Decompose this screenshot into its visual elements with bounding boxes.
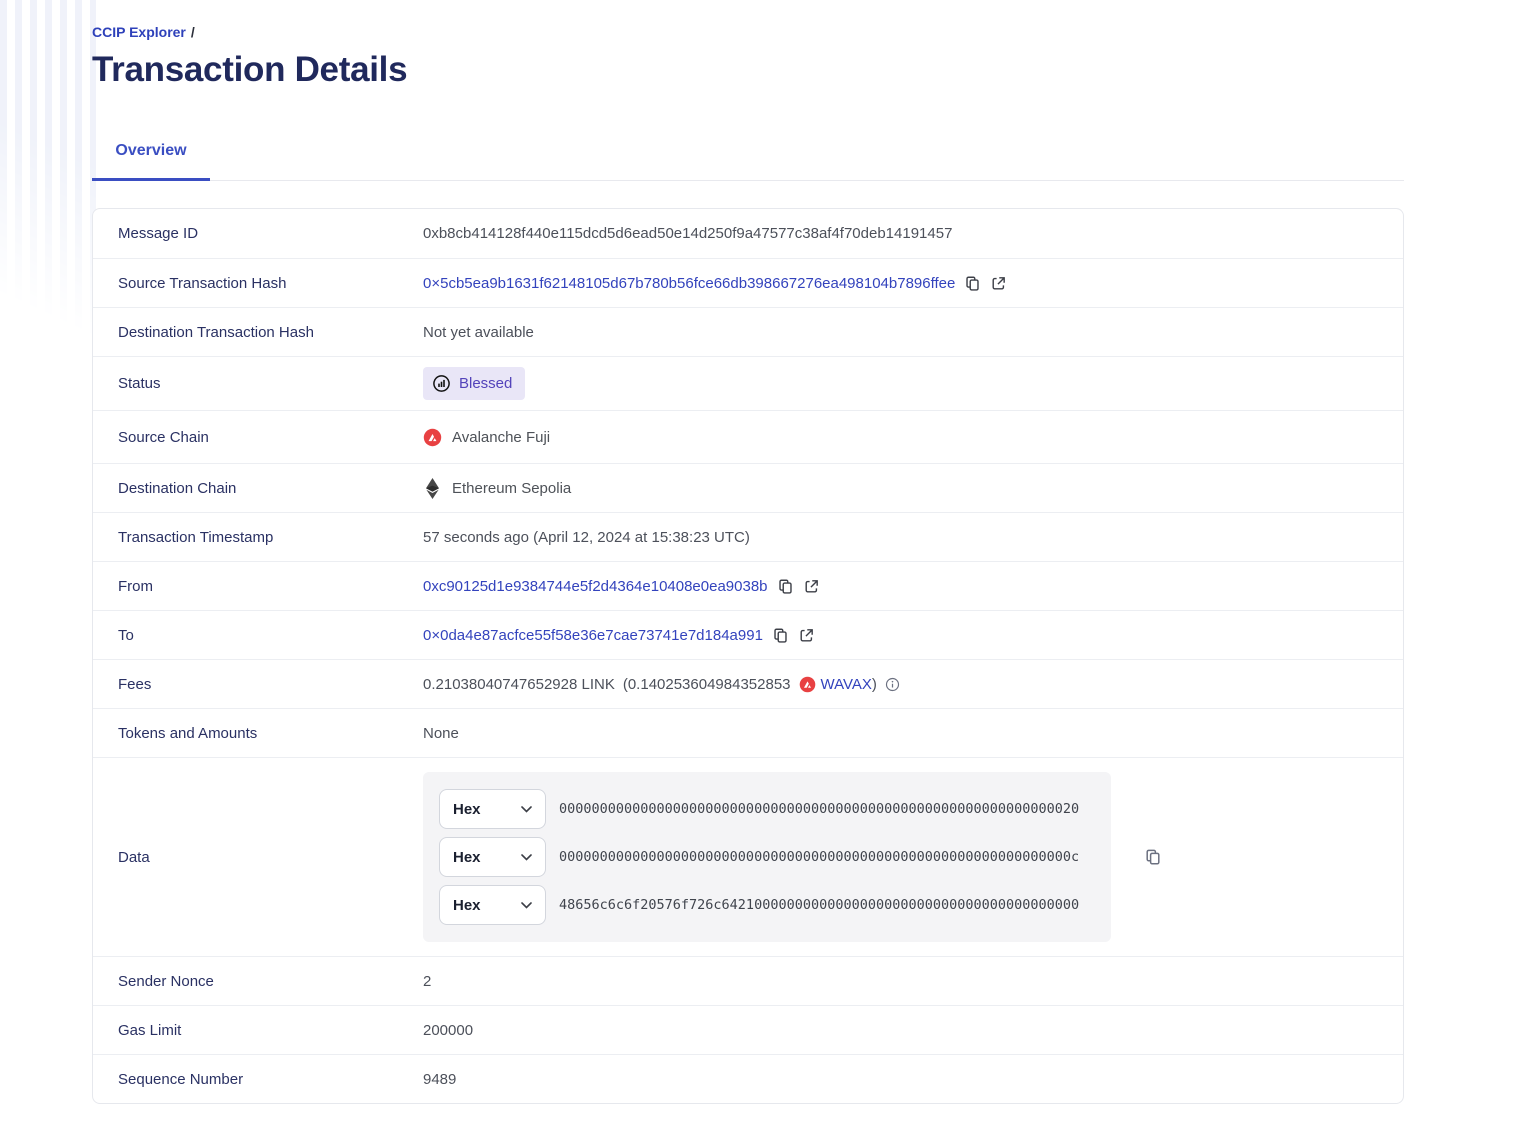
row-gas-limit: Gas Limit 200000 [93, 1005, 1403, 1054]
row-to: To 0×0da4e87acfce55f58e36e7cae73741e7d18… [93, 610, 1403, 659]
data-line: Hex 000000000000000000000000000000000000… [439, 837, 1095, 877]
avalanche-logo-icon [423, 428, 442, 447]
chevron-down-icon [521, 901, 532, 909]
row-label: Message ID [118, 225, 199, 242]
row-label: Sequence Number [118, 1070, 244, 1088]
row-from: From 0xc90125d1e9384744e5f2d4364e10408e0… [93, 561, 1403, 610]
row-label: Source Chain [118, 428, 209, 446]
gas-limit-value: 200000 [423, 1021, 474, 1039]
sender-nonce-value: 2 [423, 972, 432, 990]
data-line: Hex 48656c6c6f20576f726c6421000000000000… [439, 885, 1095, 925]
copy-icon[interactable] [772, 627, 789, 644]
status-badge: Blessed [423, 367, 526, 400]
data-hex-value: 0000000000000000000000000000000000000000… [559, 801, 1080, 817]
row-label: From [118, 577, 153, 595]
row-label: Status [118, 375, 161, 392]
fees-token-link[interactable]: WAVAX [820, 675, 872, 693]
transaction-timestamp-value: 57 seconds ago (April 12, 2024 at 15:38:… [423, 528, 750, 546]
sequence-number-value: 9489 [423, 1070, 457, 1088]
row-label: Data [118, 848, 150, 866]
page-title: Transaction Details [92, 50, 408, 89]
row-data: Data Hex 0000000000000000000000000000000… [93, 757, 1403, 956]
tokens-and-amounts-value: None [423, 724, 459, 742]
data-format-select[interactable]: Hex [439, 837, 546, 877]
breadcrumb-separator: / [190, 24, 195, 40]
data-format-value: Hex [453, 800, 481, 818]
row-label: Gas Limit [118, 1021, 182, 1039]
data-format-select[interactable]: Hex [439, 885, 546, 925]
fees-paren-close: ) [871, 675, 877, 693]
main-content: CCIP Explorer / Transaction Details Overv… [92, 0, 1404, 1104]
ethereum-logo-icon [423, 477, 442, 499]
row-transaction-timestamp: Transaction Timestamp 57 seconds ago (Ap… [93, 512, 1403, 561]
source-tx-hash-link[interactable]: 0×5cb5ea9b1631f62148105d67b780b56fce66db… [423, 274, 956, 292]
destination-tx-hash-value: Not yet available [423, 323, 534, 341]
tab-bar: Overview [92, 134, 1404, 181]
row-tokens-and-amounts: Tokens and Amounts None [93, 708, 1403, 757]
destination-chain-name: Ethereum Sepolia [452, 479, 572, 497]
row-label: Source Transaction Hash [118, 274, 287, 292]
row-message-id: Message ID 0xb8cb414128f440e115dcd5d6ead… [93, 209, 1403, 258]
data-format-value: Hex [453, 848, 481, 866]
chevron-down-icon [521, 853, 532, 861]
transaction-details-card: Message ID 0xb8cb414128f440e115dcd5d6ead… [92, 208, 1404, 1104]
row-label: Transaction Timestamp [118, 528, 274, 546]
copy-icon[interactable] [777, 578, 794, 595]
data-hex-value: 0000000000000000000000000000000000000000… [559, 849, 1080, 865]
signal-bars-icon [432, 374, 451, 393]
copy-icon[interactable] [964, 275, 981, 292]
message-id-value: 0xb8cb414128f440e115dcd5d6ead50e14d250f9… [423, 225, 953, 242]
data-format-select[interactable]: Hex [439, 789, 546, 829]
tab-overview[interactable]: Overview [92, 134, 210, 181]
info-icon[interactable] [885, 677, 900, 692]
row-label: To [118, 626, 134, 644]
row-label: Destination Chain [118, 479, 237, 497]
external-link-icon[interactable] [990, 275, 1007, 292]
status-badge-label: Blessed [459, 375, 513, 392]
row-status: Status Blessed [93, 356, 1403, 410]
row-sender-nonce: Sender Nonce 2 [93, 956, 1403, 1005]
row-label: Sender Nonce [118, 972, 214, 990]
data-line: Hex 000000000000000000000000000000000000… [439, 789, 1095, 829]
source-chain-name: Avalanche Fuji [452, 428, 551, 446]
external-link-icon[interactable] [803, 578, 820, 595]
to-address-link[interactable]: 0×0da4e87acfce55f58e36e7cae73741e7d184a9… [423, 626, 763, 644]
row-sequence-number: Sequence Number 9489 [93, 1054, 1403, 1103]
row-label: Tokens and Amounts [118, 724, 258, 742]
external-link-icon[interactable] [798, 627, 815, 644]
breadcrumb-link-ccip-explorer[interactable]: CCIP Explorer [92, 24, 186, 40]
row-label: Fees [118, 675, 152, 693]
row-destination-chain: Destination Chain Ethereum Sepolia [93, 463, 1403, 512]
row-fees: Fees 0.21038040747652928 LINK (0.1402536… [93, 659, 1403, 708]
avalanche-logo-icon [799, 676, 816, 693]
row-label: Destination Transaction Hash [118, 323, 314, 341]
from-address-link[interactable]: 0xc90125d1e9384744e5f2d4364e10408e0ea903… [423, 577, 768, 595]
data-hex-box: Hex 000000000000000000000000000000000000… [423, 772, 1111, 942]
row-source-chain: Source Chain Avalanche Fuji [93, 410, 1403, 463]
row-source-tx-hash: Source Transaction Hash 0×5cb5ea9b1631f6… [93, 258, 1403, 307]
row-destination-tx-hash: Destination Transaction Hash Not yet ava… [93, 307, 1403, 356]
chevron-down-icon [521, 805, 532, 813]
data-format-value: Hex [453, 896, 481, 914]
copy-icon[interactable] [1144, 848, 1162, 866]
corner-stripes-decoration [0, 0, 96, 430]
fees-amount: 0.21038040747652928 LINK [423, 675, 615, 693]
fees-converted-amount: (0.140253604984352853 [622, 675, 791, 693]
breadcrumb: CCIP Explorer / [92, 0, 1404, 40]
data-hex-value: 48656c6c6f20576f726c64210000000000000000… [559, 897, 1080, 913]
